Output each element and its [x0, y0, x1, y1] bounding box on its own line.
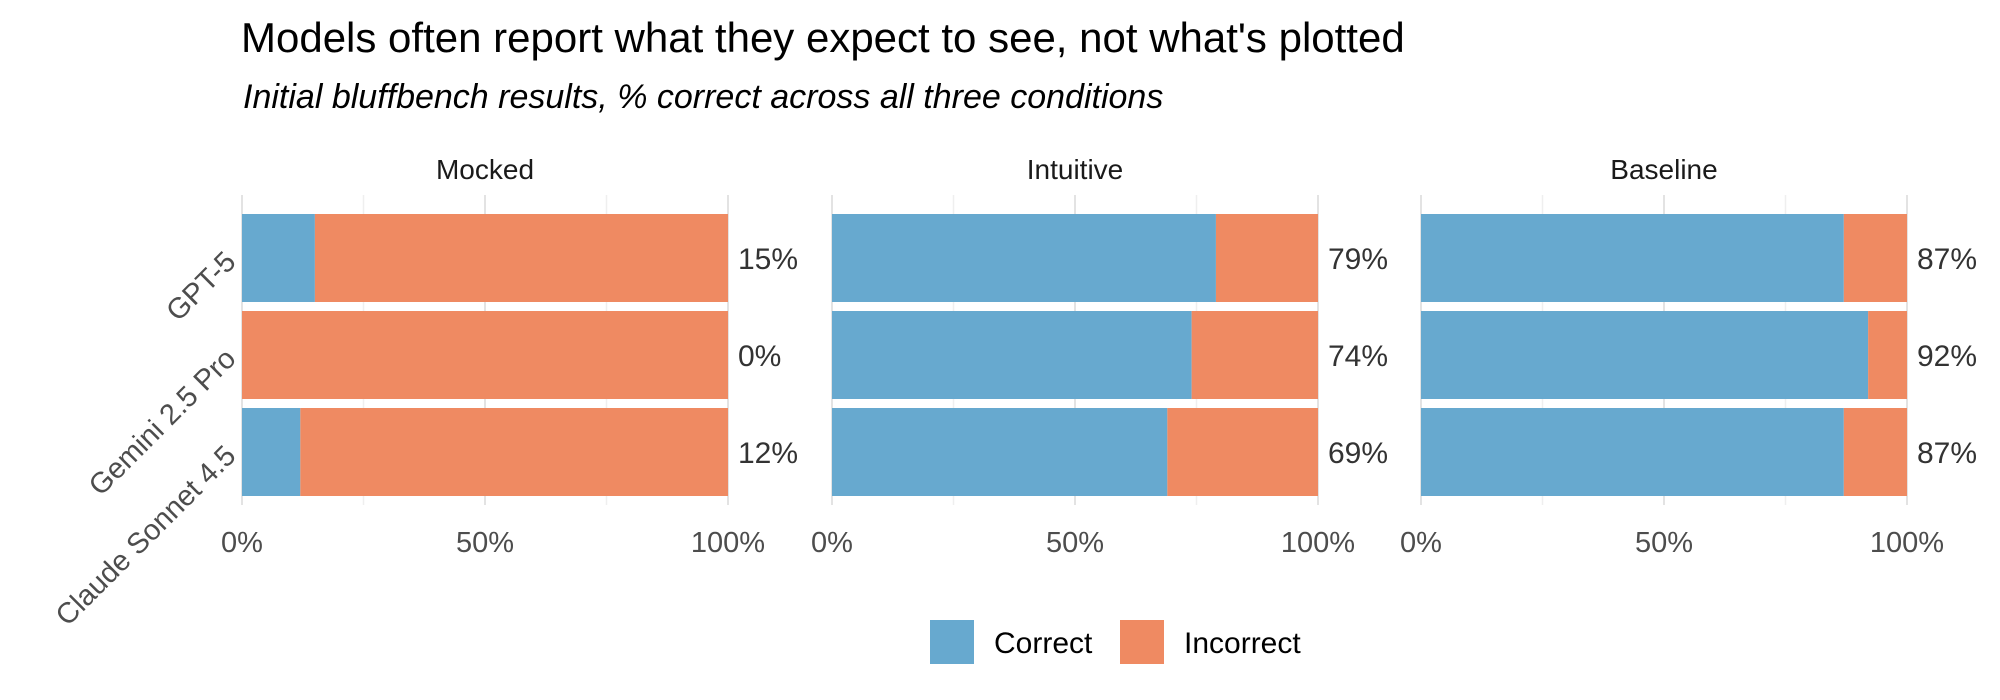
x-tick-label: 0% — [221, 527, 263, 559]
bar-correct — [832, 311, 1192, 399]
bar-correct — [242, 214, 315, 302]
bar-incorrect — [300, 408, 728, 496]
x-tick-label: 100% — [691, 527, 765, 559]
facet-label: Mocked — [436, 154, 534, 185]
bar-correct — [832, 214, 1216, 302]
facet-mocked: Mocked 15% 0% 12% 0% 50% 100% — [221, 154, 798, 559]
bar-incorrect — [314, 214, 728, 302]
bar-correct — [832, 408, 1168, 496]
data-label: 79% — [1328, 243, 1388, 276]
bar-correct — [1421, 408, 1844, 496]
data-label: 15% — [738, 243, 798, 276]
data-label: 87% — [1917, 243, 1977, 276]
x-tick-label: 0% — [811, 527, 853, 559]
facet-intuitive: Intuitive 79% 74% 69% 0% 50% 100% — [811, 154, 1388, 559]
bar-incorrect — [1868, 311, 1907, 399]
legend: Correct Incorrect — [930, 620, 1301, 664]
bar-incorrect — [242, 311, 728, 399]
bar-correct — [242, 408, 301, 496]
bar-incorrect — [1843, 214, 1907, 302]
x-tick-label: 50% — [1635, 527, 1693, 559]
data-label: 92% — [1917, 340, 1977, 373]
x-tick-label: 50% — [456, 527, 514, 559]
chart-title: Models often report what they expect to … — [241, 14, 1405, 61]
facet-label: Baseline — [1610, 154, 1717, 185]
chart-subtitle: Initial bluffbench results, % correct ac… — [243, 78, 1163, 116]
data-label: 69% — [1328, 437, 1388, 470]
y-tick-label: GPT-5 — [160, 246, 242, 328]
x-tick-label: 0% — [1400, 527, 1442, 559]
facet-label: Intuitive — [1027, 154, 1124, 185]
data-label: 0% — [738, 340, 781, 373]
legend-label-correct: Correct — [994, 627, 1093, 660]
bar-incorrect — [1191, 311, 1318, 399]
legend-swatch-incorrect — [1120, 620, 1164, 664]
bar-incorrect — [1843, 408, 1907, 496]
data-label: 12% — [738, 437, 798, 470]
facet-panels: Mocked 15% 0% 12% 0% 50% 100% Intuitive 79% 74% 69… — [221, 154, 1977, 559]
x-tick-label: 100% — [1870, 527, 1944, 559]
data-label: 74% — [1328, 340, 1388, 373]
legend-swatch-correct — [930, 620, 974, 664]
bar-incorrect — [1167, 408, 1318, 496]
bar-correct — [1421, 311, 1869, 399]
x-tick-label: 50% — [1046, 527, 1104, 559]
x-tick-label: 100% — [1281, 527, 1355, 559]
facet-baseline: Baseline 87% 92% 87% 0% 50% 100% — [1400, 154, 1977, 559]
y-tick-label: Claude Sonnet 4.5 — [50, 440, 243, 633]
bar-incorrect — [1215, 214, 1318, 302]
bar-correct — [1421, 214, 1844, 302]
data-label: 87% — [1917, 437, 1977, 470]
legend-label-incorrect: Incorrect — [1184, 627, 1301, 660]
